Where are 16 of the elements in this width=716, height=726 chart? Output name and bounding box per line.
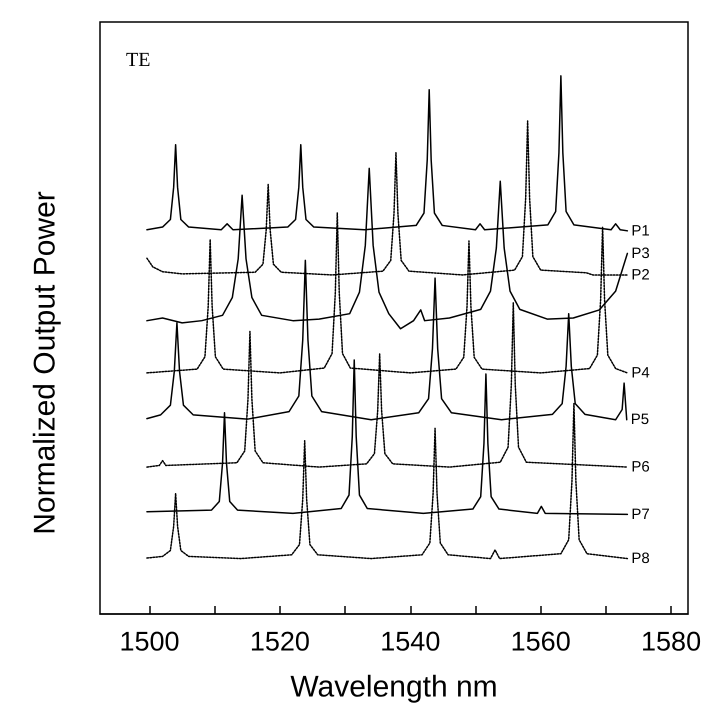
- series-label: P3: [631, 244, 650, 262]
- series-label: P2: [631, 266, 650, 284]
- series-label: P4: [631, 364, 650, 382]
- text: TE: [126, 49, 150, 71]
- series-label: P8: [631, 550, 650, 568]
- x-tick-label: 1540: [380, 626, 440, 656]
- series-label: P6: [631, 458, 650, 476]
- x-tick-label: 1560: [510, 626, 571, 656]
- series-label: P5: [630, 411, 650, 428]
- series-label: P7: [631, 506, 650, 523]
- y-axis-title: Normalized Output Power: [28, 191, 62, 535]
- x-tick-label: 1580: [641, 626, 702, 656]
- series-label: P1: [631, 222, 650, 240]
- x-tick-label: 1520: [250, 626, 310, 656]
- x-axis-title: Wavelength nm: [290, 670, 498, 704]
- x-tick-label: 1500: [120, 626, 180, 656]
